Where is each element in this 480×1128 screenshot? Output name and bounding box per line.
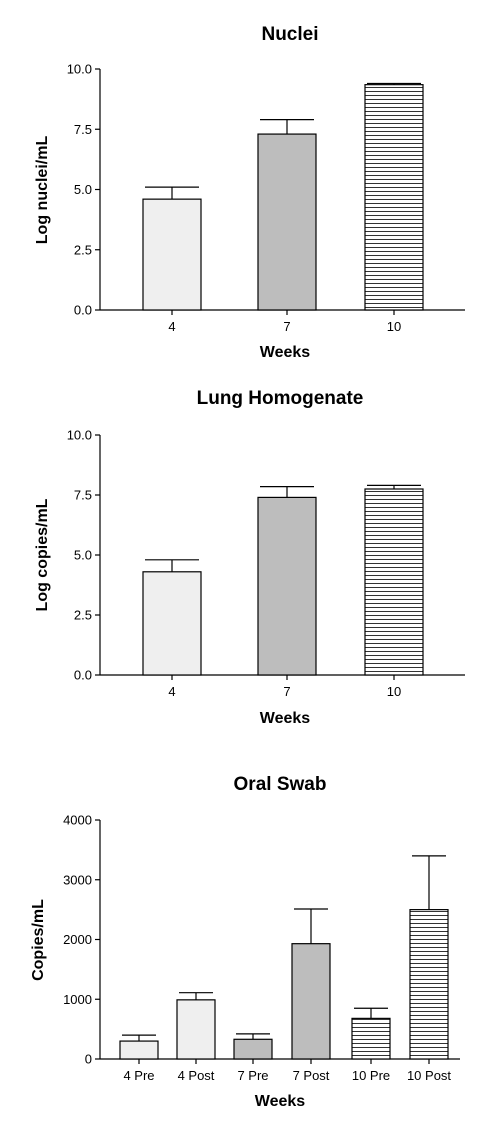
bar xyxy=(176,999,216,1060)
x-tick-label: 4 Post xyxy=(178,1068,215,1083)
chart-title: Lung Homogenate xyxy=(197,388,364,409)
y-tick-label: 7.5 xyxy=(74,122,92,137)
chart-title: Oral Swab xyxy=(234,774,327,795)
chart-nuclei: Nuclei Log nuclei/mL Weeks 0.0 2.5 5.0 7.5 1… xyxy=(34,24,465,361)
chart-lung-homogenate: Lung Homogenate Log copies/mL Weeks 0.0 2… xyxy=(34,388,465,727)
y-tick-label: 5.0 xyxy=(74,182,92,197)
y-tick-label: 10.0 xyxy=(67,428,92,443)
y-tick-label: 5.0 xyxy=(74,548,92,563)
y-tick-label: 0.0 xyxy=(74,303,92,318)
x-tick-label: 10 xyxy=(387,684,401,699)
bar xyxy=(409,909,449,1060)
plot-area: 0.0 2.5 5.0 7.5 10.0 4 7 10 xyxy=(67,62,465,334)
y-tick-label: 3000 xyxy=(63,872,92,887)
bar xyxy=(291,943,331,1060)
y-tick-label: 4000 xyxy=(63,813,92,828)
x-axis-label: Weeks xyxy=(255,1093,306,1110)
bar xyxy=(233,1038,273,1060)
x-tick-label: 4 xyxy=(168,684,175,699)
plot-area: 0.0 2.5 5.0 7.5 10.0 4 7 10 xyxy=(67,428,465,699)
x-axis-label: Weeks xyxy=(260,710,311,727)
y-tick-label: 1000 xyxy=(63,992,92,1007)
bar xyxy=(364,488,424,676)
x-tick-label: 10 Pre xyxy=(352,1068,390,1083)
x-tick-label: 10 Post xyxy=(407,1068,451,1083)
x-tick-label: 4 xyxy=(168,319,175,334)
x-tick-label: 7 Pre xyxy=(237,1068,268,1083)
bar xyxy=(257,133,317,311)
y-tick-label: 0 xyxy=(85,1052,92,1067)
bar xyxy=(257,496,317,676)
bar xyxy=(142,571,202,676)
y-tick-label: 2.5 xyxy=(74,242,92,257)
x-tick-label: 7 Post xyxy=(293,1068,330,1083)
x-tick-label: 7 xyxy=(283,684,290,699)
y-tick-label: 2000 xyxy=(63,932,92,947)
bar xyxy=(119,1040,159,1060)
x-tick-label: 4 Pre xyxy=(123,1068,154,1083)
y-axis-label: Copies/mL xyxy=(30,899,47,981)
bar xyxy=(142,198,202,311)
bar xyxy=(364,84,424,311)
chart-title: Nuclei xyxy=(261,24,318,45)
bar xyxy=(351,1017,391,1060)
chart-oral-swab: Oral Swab Copies/mL Weeks 0 1000 2000 3000 4… xyxy=(30,774,460,1110)
y-axis-label: Log copies/mL xyxy=(34,498,51,611)
y-tick-label: 10.0 xyxy=(67,62,92,77)
x-tick-label: 10 xyxy=(387,319,401,334)
y-tick-label: 2.5 xyxy=(74,608,92,623)
y-tick-label: 7.5 xyxy=(74,488,92,503)
y-axis-label: Log nuclei/mL xyxy=(34,136,51,245)
x-axis-label: Weeks xyxy=(260,344,311,361)
x-tick-label: 7 xyxy=(283,319,290,334)
plot-area: 0 1000 2000 3000 4000 4 Pre 4 Post 7 Pre 7 Post 1… xyxy=(63,813,460,1083)
y-tick-label: 0.0 xyxy=(74,668,92,683)
